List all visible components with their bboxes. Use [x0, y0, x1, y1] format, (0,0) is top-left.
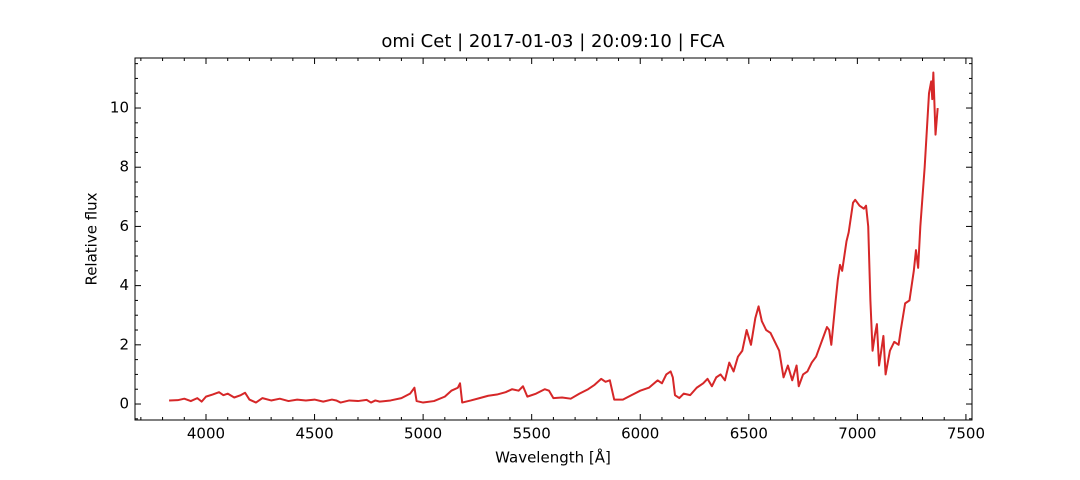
x-tick-label: 7000 [838, 425, 876, 443]
y-tick-label: 0 [119, 395, 129, 413]
x-tick-label: 7500 [947, 425, 985, 443]
x-tick-label: 6500 [730, 425, 768, 443]
x-tick-label: 6000 [621, 425, 659, 443]
y-tick-label: 4 [119, 276, 129, 294]
y-tick-label: 2 [119, 335, 129, 353]
x-tick-label: 4000 [187, 425, 225, 443]
y-tick-label: 10 [110, 99, 129, 117]
x-tick-label: 5000 [404, 425, 442, 443]
spectrum-line [169, 71, 939, 404]
y-tick-label: 8 [119, 158, 129, 176]
chart-title: omi Cet | 2017-01-03 | 20:09:10 | FCA [381, 31, 725, 52]
plot-frame [134, 57, 973, 421]
x-tick-label: 4500 [295, 425, 333, 443]
x-tick-label: 5500 [513, 425, 551, 443]
y-axis-label: Relative flux [83, 192, 101, 285]
y-tick-label: 6 [119, 217, 129, 235]
x-axis-label: Wavelength [Å] [495, 448, 611, 467]
